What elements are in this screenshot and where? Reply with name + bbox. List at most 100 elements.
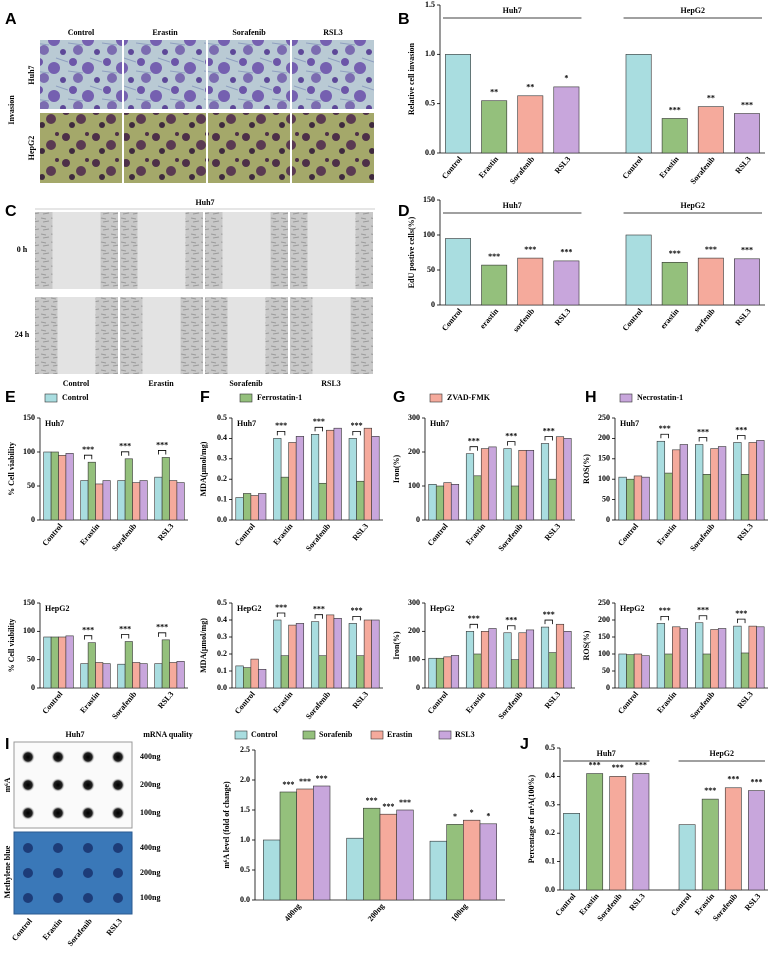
bar (124, 458, 133, 521)
significance: *** (697, 427, 709, 436)
legend-label: RSL3 (455, 730, 475, 739)
y-tick-label: 0.5 (545, 743, 555, 752)
bar (250, 495, 259, 521)
y-tick-label: 150 (423, 195, 435, 204)
scratch-gap (222, 212, 271, 289)
scratch-gap (57, 297, 96, 374)
x-tick-label: RSL3 (553, 155, 572, 176)
blot-right-title: mRNA quality (143, 730, 193, 739)
y-tick-label: 0.2 (545, 828, 555, 837)
y-tick-label: 100 (598, 474, 610, 483)
x-tick-label: Sorafenib (688, 689, 717, 721)
y-tick-label: 0 (431, 300, 435, 309)
bar (679, 444, 688, 521)
bar (154, 476, 163, 521)
bar (288, 624, 297, 689)
x-tick-label: Control (426, 689, 450, 716)
blot-dot (23, 843, 33, 853)
x-tick-label: 100ng (449, 902, 469, 923)
significance: *** (612, 763, 624, 772)
bracket (737, 618, 746, 624)
bar (176, 661, 185, 689)
bar (445, 238, 471, 306)
y-tick-label: 200 (408, 447, 420, 456)
x-tick-label: Sorafenib (110, 689, 139, 721)
x-tick-label: Control (426, 521, 450, 548)
bar (313, 785, 331, 901)
bar (756, 626, 765, 689)
x-tick-label: Control (621, 306, 645, 333)
x-tick-label: Erastin (464, 521, 488, 547)
bar (356, 480, 365, 521)
row-label: 200ng (140, 868, 160, 877)
legend-label: Erastin (387, 730, 413, 739)
bar (625, 234, 652, 306)
y-tick-label: 100 (423, 230, 435, 239)
y-tick-label: 0 (606, 515, 610, 524)
bracket (352, 616, 361, 621)
bar (435, 657, 445, 689)
blot-membrane (13, 831, 133, 915)
bar (480, 631, 490, 689)
panel-label: E (5, 389, 16, 406)
bar (656, 440, 666, 521)
blot-dot (113, 893, 123, 903)
panel-label: J (520, 736, 529, 753)
group-label: HepG2 (681, 6, 705, 15)
blot-dot (21, 750, 35, 764)
bar (333, 617, 342, 689)
scratch-gap (307, 212, 356, 289)
bracket (507, 441, 516, 446)
y-tick-label: 150 (598, 454, 610, 463)
bar (540, 626, 550, 689)
y-axis-label: MDA(μmol/mg) (199, 441, 208, 496)
bar (518, 449, 527, 521)
bar (280, 655, 289, 689)
bar (510, 659, 520, 689)
bar (733, 625, 742, 689)
blot-dot (83, 868, 93, 878)
group-label: HepG2 (710, 749, 734, 758)
significance: * (486, 812, 490, 821)
micrograph (208, 40, 290, 109)
y-tick-label: 0 (416, 515, 420, 524)
bracket (698, 437, 708, 442)
x-tick-label: Erastin (464, 689, 488, 715)
bar (443, 656, 452, 689)
bar (371, 619, 380, 689)
y-axis-label: Iron(%) (392, 455, 401, 484)
row-label: 0 h (17, 245, 28, 254)
bar (553, 86, 580, 154)
x-tick-label: Control (40, 521, 64, 548)
blot-dot (83, 843, 93, 853)
bar (326, 429, 335, 521)
group-label: Huh7 (503, 201, 522, 210)
significance: *** (468, 614, 480, 623)
y-tick-label: 50 (427, 265, 435, 274)
chart-subtitle: HepG2 (620, 604, 644, 613)
blot-side-label: Methylene blue (3, 845, 12, 898)
legend-swatch (302, 730, 316, 740)
significance: *** (669, 249, 681, 258)
y-tick-label: 50 (602, 494, 610, 503)
bar (724, 787, 742, 891)
significance: *** (589, 760, 601, 769)
bar (65, 453, 74, 521)
significance: *** (351, 421, 363, 430)
significance: *** (727, 775, 739, 784)
bar (488, 628, 497, 689)
bar (702, 653, 711, 689)
bar (243, 493, 252, 521)
bar (235, 497, 244, 521)
bar (95, 483, 104, 521)
x-tick-label: Sorafenib (496, 689, 525, 721)
bar (678, 824, 696, 891)
panel-label: D (398, 203, 410, 220)
x-tick-label: Sorafenib (496, 521, 525, 553)
blot-dot (111, 750, 125, 764)
bracket (352, 431, 361, 436)
y-tick-label: 0 (31, 515, 35, 524)
bar (525, 449, 535, 521)
chart-subtitle: HepG2 (237, 604, 261, 613)
bar (672, 626, 681, 689)
